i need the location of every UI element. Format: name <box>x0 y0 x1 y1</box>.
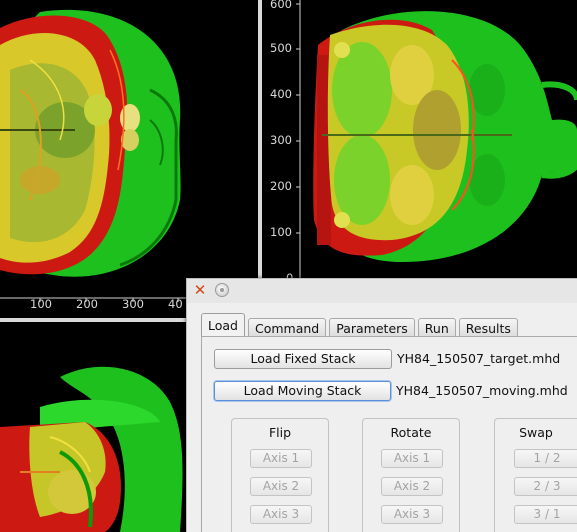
x-tick-label: 40 <box>168 297 183 311</box>
y-tick-label: 400 <box>270 87 292 101</box>
flip-group: Flip Axis 1 Axis 2 Axis 3 <box>231 418 329 532</box>
moving-file-name: YH84_150507_moving.mhd <box>396 383 568 398</box>
flip-axis-1-button[interactable]: Axis 1 <box>250 449 312 468</box>
coronal-view-image <box>0 9 258 302</box>
tab-load[interactable]: Load <box>201 313 245 337</box>
y-tick-label: 100 <box>270 225 292 239</box>
vertical-splitter[interactable] <box>258 0 262 318</box>
fixed-file-name: YH84_150507_target.mhd <box>397 351 561 366</box>
sagittal-view-image <box>0 366 183 532</box>
y-tick-label: 200 <box>270 179 292 193</box>
rotate-axis-3-button[interactable]: Axis 3 <box>381 505 443 524</box>
x-tick-label: 300 <box>122 297 144 311</box>
x-tick-label: 200 <box>76 297 98 311</box>
swap-3-1-button[interactable]: 3 / 1 <box>514 505 577 524</box>
tab-parameters[interactable]: Parameters <box>329 318 415 337</box>
flip-axis-2-button[interactable]: Axis 2 <box>250 477 312 496</box>
swap-group-title: Swap <box>519 425 553 440</box>
registration-dialog: ✕ Load Command Parameters Run Results Lo… <box>186 278 577 532</box>
sagittal-view-panel[interactable] <box>0 322 186 532</box>
horizontal-view-panel[interactable]: 600 500 400 300 200 100 0 <box>262 0 577 285</box>
swap-1-2-button[interactable]: 1 / 2 <box>514 449 577 468</box>
x-tick-label: 100 <box>30 297 52 311</box>
coronal-view-panel[interactable]: 100 200 300 40 <box>0 0 258 318</box>
tab-results[interactable]: Results <box>458 318 518 337</box>
horizontal-view-image <box>296 0 577 285</box>
rotate-axis-1-button[interactable]: Axis 1 <box>381 449 443 468</box>
y-tick-label: 500 <box>270 41 292 55</box>
tab-run[interactable]: Run <box>417 318 456 337</box>
flip-group-title: Flip <box>268 425 292 440</box>
horizontal-splitter[interactable] <box>0 318 262 322</box>
y-tick-label: 600 <box>270 0 292 11</box>
rotate-axis-2-button[interactable]: Axis 2 <box>381 477 443 496</box>
close-icon[interactable]: ✕ <box>193 281 207 299</box>
load-moving-stack-button[interactable]: Load Moving Stack <box>214 381 391 401</box>
load-fixed-stack-button[interactable]: Load Fixed Stack <box>214 349 392 369</box>
dialog-titlebar[interactable]: ✕ <box>187 279 577 303</box>
swap-2-3-button[interactable]: 2 / 3 <box>514 477 577 496</box>
y-tick-label: 300 <box>270 133 292 147</box>
rotate-group: Rotate Axis 1 Axis 2 Axis 3 <box>362 418 460 532</box>
tab-command[interactable]: Command <box>248 318 327 337</box>
rotate-group-title: Rotate <box>390 425 432 440</box>
swap-group: Swap 1 / 2 2 / 3 3 / 1 <box>494 418 577 532</box>
minimize-icon[interactable] <box>215 283 229 297</box>
flip-axis-3-button[interactable]: Axis 3 <box>250 505 312 524</box>
tab-bar: Load Command Parameters Run Results <box>201 313 521 337</box>
